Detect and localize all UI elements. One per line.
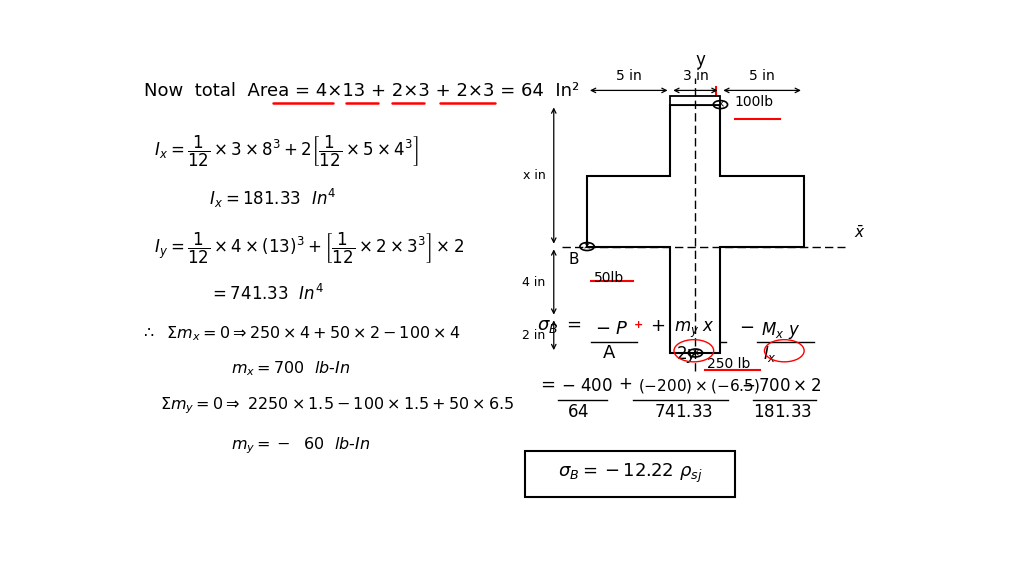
Bar <box>671 96 721 105</box>
Text: $-\ 400$: $-\ 400$ <box>560 377 612 395</box>
Text: $I_x$: $I_x$ <box>763 344 777 364</box>
Text: $=$: $=$ <box>537 375 555 393</box>
Text: $= 741.33\ \ In^4$: $= 741.33\ \ In^4$ <box>200 284 325 304</box>
Text: 5 in: 5 in <box>615 69 642 84</box>
Text: $64$: $64$ <box>567 403 589 420</box>
Text: $\sigma_B = -12.22\ \rho_{sj}$: $\sigma_B = -12.22\ \rho_{sj}$ <box>558 462 702 486</box>
Text: $I_y = \dfrac{1}{12}\times4\times(13)^3+\left[\dfrac{1}{12}\times 2\times 3^3\ri: $I_y = \dfrac{1}{12}\times4\times(13)^3+… <box>143 231 464 266</box>
Text: x in: x in <box>522 169 546 182</box>
Text: ×: × <box>691 348 699 358</box>
Text: $2y$: $2y$ <box>676 344 698 365</box>
Text: ×: × <box>717 100 725 109</box>
Text: $I_x = \dfrac{1}{12}\times3\times8^3+2\left[\dfrac{1}{12}\times 5\times4^3\right: $I_x = \dfrac{1}{12}\times3\times8^3+2\l… <box>143 134 419 169</box>
FancyBboxPatch shape <box>524 450 735 497</box>
Text: 250 lb: 250 lb <box>708 357 751 372</box>
Text: $741.33$: $741.33$ <box>654 403 713 420</box>
Text: Now  total  Area = 4×13 + 2×3 + 2×3 = 64  In²: Now total Area = 4×13 + 2×3 + 2×3 = 64 I… <box>143 82 580 100</box>
Text: A: A <box>602 344 615 362</box>
Text: $\bf{+}$: $\bf{+}$ <box>633 319 643 330</box>
Text: $\sigma_B\ =$: $\sigma_B\ =$ <box>537 317 582 335</box>
Text: $(-200)\times(-6.5)$: $(-200)\times(-6.5)$ <box>638 377 761 395</box>
Text: $m_x = 700\ \ lb\text{-}In$: $m_x = 700\ \ lb\text{-}In$ <box>231 359 350 378</box>
Text: $m_y = -\ \ 60\ \ lb\text{-}In$: $m_y = -\ \ 60\ \ lb\text{-}In$ <box>231 435 371 456</box>
Text: B: B <box>568 252 580 267</box>
Text: $-$: $-$ <box>740 375 755 393</box>
Text: y: y <box>695 51 706 69</box>
Text: $-\ P$: $-\ P$ <box>595 320 629 338</box>
Text: $181.33$: $181.33$ <box>753 403 811 420</box>
Text: $+$: $+$ <box>618 375 633 393</box>
Text: ×: × <box>583 241 591 252</box>
Text: $\Sigma m_y=0\Rightarrow\ 2250\times1.5-100\times1.5+50\times6.5$: $\Sigma m_y=0\Rightarrow\ 2250\times1.5-… <box>160 395 514 416</box>
Text: 4 in: 4 in <box>522 275 546 289</box>
Text: $700\times2$: $700\times2$ <box>758 377 821 395</box>
Text: 100lb: 100lb <box>734 96 774 109</box>
Text: $I_x = 181.33\ \ In^4$: $I_x = 181.33\ \ In^4$ <box>200 187 337 210</box>
Text: $M_x\ y$: $M_x\ y$ <box>761 320 801 341</box>
Polygon shape <box>587 105 804 353</box>
Text: 50lb: 50lb <box>594 271 624 285</box>
Text: 3 in: 3 in <box>683 69 709 84</box>
Text: $+$: $+$ <box>650 317 666 335</box>
Text: 5 in: 5 in <box>750 69 775 84</box>
Text: $-$: $-$ <box>739 317 755 335</box>
Text: 2 in: 2 in <box>522 329 546 342</box>
Text: $\therefore\ \ \Sigma m_x=0\Rightarrow 250\times4+50\times2-100\times4$: $\therefore\ \ \Sigma m_x=0\Rightarrow 2… <box>140 324 460 343</box>
Text: $\bar{x}$: $\bar{x}$ <box>854 225 865 241</box>
Text: $m_y\ x$: $m_y\ x$ <box>674 320 715 340</box>
